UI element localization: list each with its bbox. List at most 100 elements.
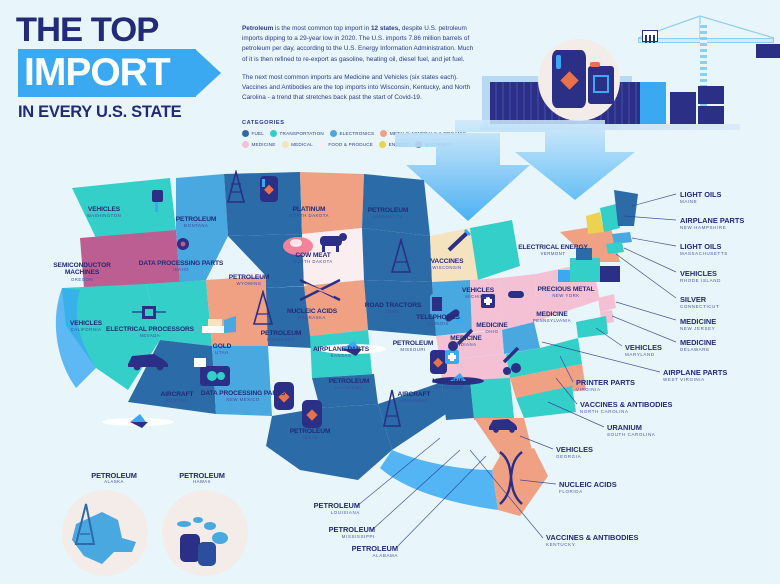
crane-cab-icon bbox=[642, 30, 658, 43]
legend-item-transportation[interactable]: TRANSPORTATION bbox=[270, 130, 324, 137]
legend-item-food-produce[interactable]: FOOD & PRODUCE bbox=[318, 141, 374, 148]
callout-louisiana[interactable]: PETROLEUM LOUISIANA bbox=[314, 502, 360, 517]
state-maine[interactable] bbox=[614, 190, 638, 226]
state-arkansas-louisiana[interactable] bbox=[378, 382, 446, 450]
state-new-jersey[interactable] bbox=[598, 294, 616, 312]
callout-new-jersey[interactable]: MEDICINE NEW JERSEY bbox=[680, 318, 716, 333]
callout-maine[interactable]: LIGHT OILS MAINE bbox=[680, 191, 721, 206]
state-wisconsin[interactable] bbox=[430, 228, 478, 282]
crane-cab-bars bbox=[645, 35, 655, 43]
shipping-illustration bbox=[470, 4, 780, 194]
title-line-3: IN EVERY U.S. STATE bbox=[18, 103, 182, 122]
state-south-carolina[interactable] bbox=[516, 386, 576, 418]
pacific-water bbox=[55, 288, 96, 388]
import-name: AIRPLANE PARTS bbox=[663, 368, 728, 377]
shipping-container-blue-icon bbox=[640, 82, 666, 124]
arrow-left bbox=[395, 133, 530, 221]
callout-massachusetts[interactable]: LIGHT OILS MASSACHUSETTS bbox=[680, 243, 728, 258]
state-missouri[interactable] bbox=[364, 280, 436, 336]
state-washington[interactable] bbox=[72, 178, 176, 238]
syringe-icon-wisconsin bbox=[446, 228, 472, 254]
state-massachusetts[interactable] bbox=[612, 232, 632, 244]
legend-swatch-icon bbox=[270, 130, 278, 137]
legend-item-medicine[interactable]: MEDICINE bbox=[242, 141, 276, 148]
state-oregon[interactable] bbox=[80, 230, 180, 288]
import-name: PRINTER PARTS bbox=[576, 378, 635, 387]
callout-alabama[interactable]: PETROLEUM ALABAMA bbox=[352, 545, 398, 560]
callout-rhode-island[interactable]: VEHICLES RHODE ISLAND bbox=[680, 270, 721, 285]
capsule-icon-pennsylvania bbox=[506, 284, 526, 304]
state-vermont[interactable] bbox=[586, 212, 604, 234]
callout-west-virginia[interactable]: AIRPLANE PARTS WEST VIRGINIA bbox=[663, 369, 727, 384]
state-mississippi[interactable] bbox=[442, 380, 474, 420]
callout-florida[interactable]: NUCLEIC ACIDS FLORIDA bbox=[559, 481, 617, 496]
state-alabama[interactable] bbox=[470, 378, 514, 420]
state-name: FLORIDA bbox=[559, 489, 583, 494]
callout-lines bbox=[356, 193, 677, 549]
us-map: VEHICLES WASHINGTON PETROLEUM MONTANA PLATIN… bbox=[0, 150, 780, 584]
import-name: VACCINES & ANTIBODIES bbox=[580, 400, 673, 409]
import-name: NUCLEIC ACIDS bbox=[559, 480, 617, 489]
state-georgia[interactable] bbox=[474, 418, 532, 456]
callout-delaware[interactable]: MEDICINE DELAWARE bbox=[680, 339, 716, 354]
callout-south-carolina[interactable]: URANIUM SOUTH CAROLINA bbox=[607, 424, 655, 439]
lead-word: Petroleum bbox=[242, 25, 274, 32]
state-kansas[interactable] bbox=[310, 330, 372, 378]
state-new-hampshire[interactable] bbox=[600, 204, 620, 232]
state-maryland[interactable] bbox=[576, 316, 608, 338]
legend-item-fuel[interactable]: FUEL bbox=[242, 130, 264, 137]
import-name: MEDICINE bbox=[680, 338, 717, 347]
legend-label: TRANSPORTATION bbox=[279, 131, 324, 136]
state-name: NEW JERSEY bbox=[680, 326, 716, 331]
callout-new-hampshire[interactable]: AIRPLANE PARTS NEW HAMPSHIRE bbox=[680, 217, 744, 232]
state-michigan[interactable] bbox=[470, 220, 520, 280]
p1-part-a: is the most common top import in bbox=[273, 25, 371, 32]
hawaii-shape[interactable] bbox=[162, 490, 248, 576]
callout-maryland[interactable]: VEHICLES MARYLAND bbox=[625, 344, 662, 359]
medicine-box-icon-tennessee bbox=[442, 346, 462, 368]
state-minnesota[interactable] bbox=[362, 174, 430, 236]
state-texas[interactable] bbox=[266, 404, 392, 480]
state-new-york[interactable] bbox=[560, 224, 620, 262]
callout-kentucky[interactable]: VACCINES & ANTIBODIES KENTUCKY bbox=[546, 534, 638, 549]
callout-connecticut[interactable]: SILVER CONNECTICUT bbox=[680, 296, 719, 311]
callout-mississippi[interactable]: PETROLEUM MISSISSIPPI bbox=[329, 526, 375, 541]
state-virginia[interactable] bbox=[506, 338, 582, 378]
legend-swatch-icon bbox=[318, 141, 326, 148]
state-oklahoma[interactable] bbox=[312, 374, 378, 408]
legend-label: MEDICAL bbox=[291, 142, 313, 147]
state-montana[interactable] bbox=[224, 172, 302, 236]
legend-swatch-icon bbox=[281, 141, 289, 148]
legend-swatch-icon bbox=[329, 130, 337, 137]
state-connecticut[interactable] bbox=[606, 242, 624, 254]
alaska-shape[interactable] bbox=[62, 490, 148, 576]
callout-georgia[interactable]: VEHICLES GEORGIA bbox=[556, 446, 593, 461]
state-name: VIRGINIA bbox=[576, 387, 601, 392]
oil-barrel-icon-dakota bbox=[258, 174, 280, 204]
callout-north-carolina[interactable]: VACCINES & ANTIBODIES NORTH CAROLINA bbox=[580, 401, 672, 416]
callout-virginia[interactable]: PRINTER PARTS VIRGINIA bbox=[576, 379, 635, 394]
state-florida[interactable] bbox=[492, 448, 548, 516]
virus-syringe-icon-kentucky bbox=[444, 326, 476, 356]
state-nebraska[interactable] bbox=[304, 280, 368, 336]
legend-label: FUEL bbox=[251, 131, 265, 136]
legend-item-electronics[interactable]: ELECTRONICS bbox=[329, 130, 374, 137]
gold-bars-icon-utah bbox=[198, 312, 238, 338]
legend-label: MEDICINE bbox=[251, 142, 276, 147]
state-nevada[interactable] bbox=[146, 280, 212, 346]
state-west-virginia[interactable] bbox=[502, 322, 540, 354]
medicine-box-icon-ohio bbox=[478, 290, 498, 312]
state-south-dakota[interactable] bbox=[302, 228, 364, 286]
pills-icon-indiana bbox=[442, 302, 468, 328]
import-name: MEDICINE bbox=[680, 317, 717, 326]
legend-item-medical[interactable]: MEDICAL bbox=[281, 141, 313, 148]
state-idaho[interactable] bbox=[176, 174, 228, 282]
oil-derrick-icon-texas bbox=[380, 388, 404, 428]
state-name: MASSACHUSETTS bbox=[680, 251, 728, 256]
legend-label: FOOD & PRODUCE bbox=[328, 142, 374, 147]
state-ohio[interactable] bbox=[500, 274, 536, 330]
state-new-mexico[interactable] bbox=[212, 346, 272, 416]
state-colorado[interactable] bbox=[266, 286, 312, 348]
state-north-dakota[interactable] bbox=[300, 172, 364, 234]
